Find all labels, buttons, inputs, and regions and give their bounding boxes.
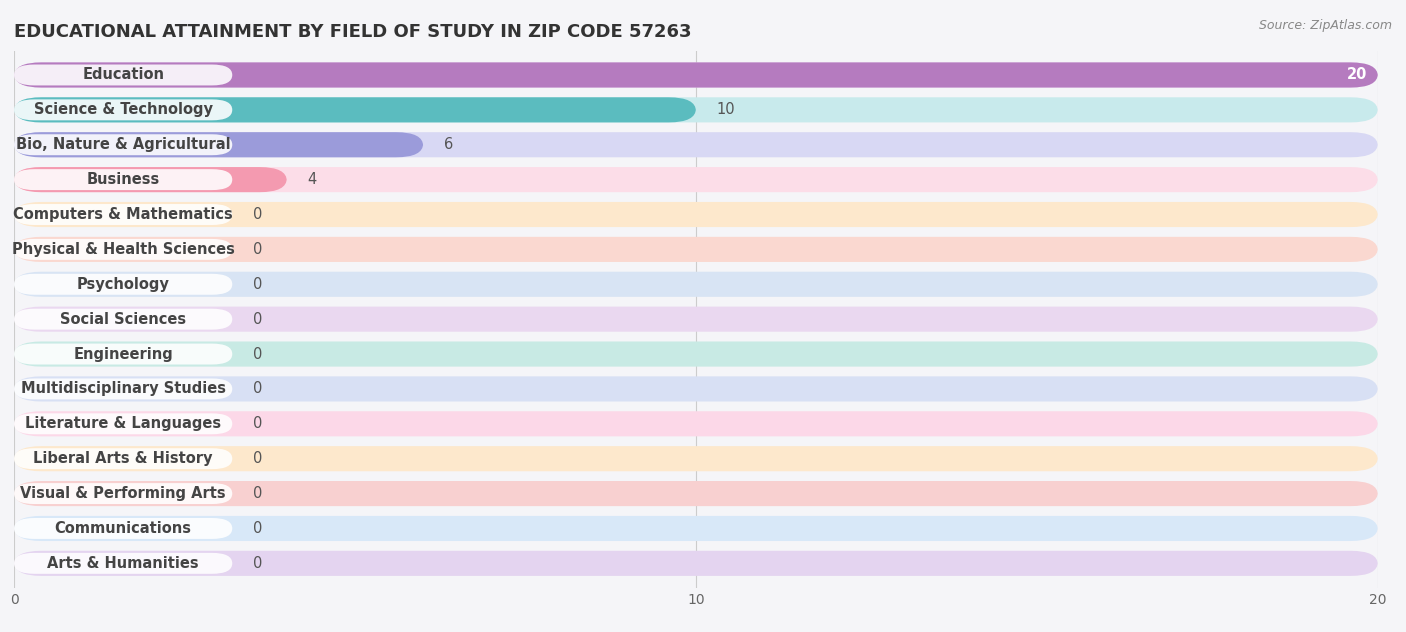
FancyBboxPatch shape [14, 377, 1378, 401]
FancyBboxPatch shape [14, 448, 232, 469]
FancyBboxPatch shape [14, 274, 232, 295]
Text: 6: 6 [444, 137, 453, 152]
FancyBboxPatch shape [14, 63, 1378, 88]
FancyBboxPatch shape [14, 202, 1378, 227]
FancyBboxPatch shape [14, 99, 232, 120]
Text: 0: 0 [253, 277, 262, 292]
FancyBboxPatch shape [14, 132, 1378, 157]
FancyBboxPatch shape [14, 134, 232, 155]
FancyBboxPatch shape [14, 516, 1378, 541]
Text: Communications: Communications [55, 521, 191, 536]
Text: Liberal Arts & History: Liberal Arts & History [34, 451, 212, 466]
Text: 20: 20 [1347, 68, 1368, 83]
Text: Literature & Languages: Literature & Languages [25, 416, 221, 431]
Text: Physical & Health Sciences: Physical & Health Sciences [11, 242, 235, 257]
FancyBboxPatch shape [14, 550, 1378, 576]
Text: Science & Technology: Science & Technology [34, 102, 212, 118]
FancyBboxPatch shape [14, 308, 232, 330]
FancyBboxPatch shape [14, 553, 232, 574]
FancyBboxPatch shape [14, 169, 232, 190]
Text: 0: 0 [253, 346, 262, 362]
Text: Psychology: Psychology [77, 277, 170, 292]
Text: 0: 0 [253, 207, 262, 222]
Text: 0: 0 [253, 521, 262, 536]
Text: 0: 0 [253, 242, 262, 257]
Text: 0: 0 [253, 312, 262, 327]
Text: Multidisciplinary Studies: Multidisciplinary Studies [21, 382, 226, 396]
FancyBboxPatch shape [14, 344, 232, 365]
FancyBboxPatch shape [14, 239, 232, 260]
FancyBboxPatch shape [14, 379, 232, 399]
FancyBboxPatch shape [14, 518, 232, 539]
Text: 10: 10 [717, 102, 735, 118]
FancyBboxPatch shape [14, 272, 1378, 297]
Text: 0: 0 [253, 382, 262, 396]
Text: Education: Education [82, 68, 165, 83]
FancyBboxPatch shape [14, 341, 1378, 367]
Text: 0: 0 [253, 451, 262, 466]
Text: Source: ZipAtlas.com: Source: ZipAtlas.com [1258, 19, 1392, 32]
FancyBboxPatch shape [14, 413, 232, 434]
Text: Social Sciences: Social Sciences [60, 312, 186, 327]
FancyBboxPatch shape [14, 97, 696, 123]
FancyBboxPatch shape [14, 64, 232, 85]
FancyBboxPatch shape [14, 167, 287, 192]
Text: Business: Business [87, 172, 160, 187]
FancyBboxPatch shape [14, 132, 423, 157]
FancyBboxPatch shape [14, 483, 232, 504]
Text: Bio, Nature & Agricultural: Bio, Nature & Agricultural [15, 137, 231, 152]
FancyBboxPatch shape [14, 481, 1378, 506]
Text: 0: 0 [253, 486, 262, 501]
FancyBboxPatch shape [14, 63, 1378, 88]
Text: Computers & Mathematics: Computers & Mathematics [13, 207, 233, 222]
FancyBboxPatch shape [14, 237, 1378, 262]
Text: 0: 0 [253, 556, 262, 571]
Text: EDUCATIONAL ATTAINMENT BY FIELD OF STUDY IN ZIP CODE 57263: EDUCATIONAL ATTAINMENT BY FIELD OF STUDY… [14, 23, 692, 40]
FancyBboxPatch shape [14, 167, 1378, 192]
Text: 0: 0 [253, 416, 262, 431]
Text: Arts & Humanities: Arts & Humanities [48, 556, 200, 571]
Text: 4: 4 [308, 172, 316, 187]
Text: Visual & Performing Arts: Visual & Performing Arts [20, 486, 226, 501]
FancyBboxPatch shape [14, 307, 1378, 332]
FancyBboxPatch shape [14, 446, 1378, 471]
Text: Engineering: Engineering [73, 346, 173, 362]
FancyBboxPatch shape [14, 97, 1378, 123]
FancyBboxPatch shape [14, 204, 232, 225]
FancyBboxPatch shape [14, 411, 1378, 436]
